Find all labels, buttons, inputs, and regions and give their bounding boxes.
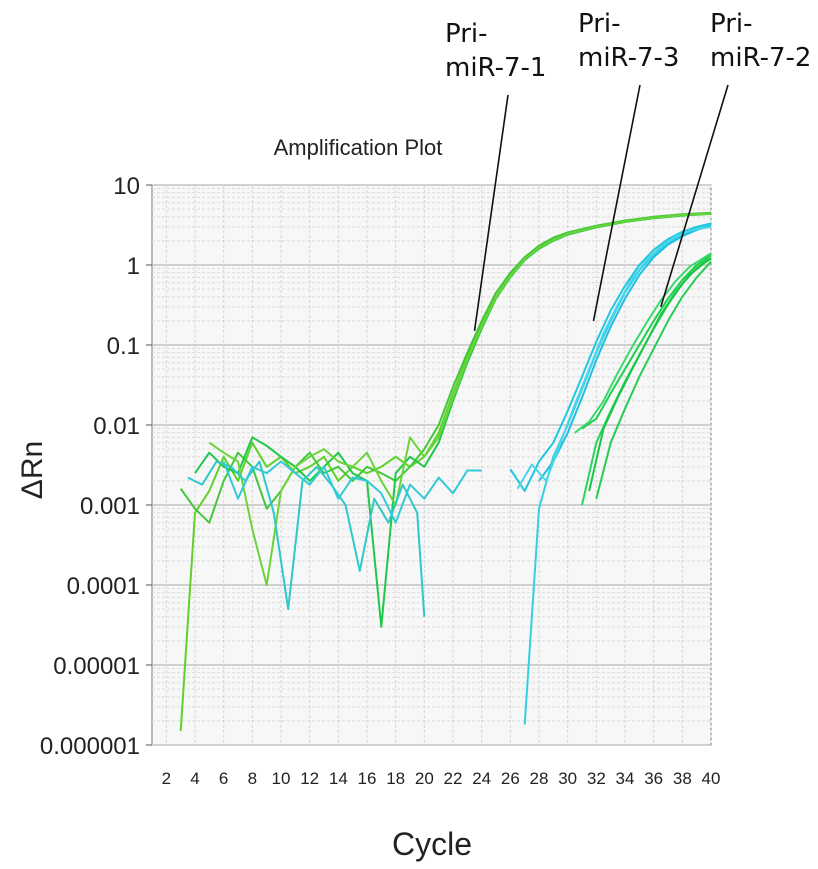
y-tick-label: 10	[113, 173, 140, 200]
series-line-10	[516, 225, 712, 490]
series-line-15	[595, 261, 712, 499]
series-group	[179, 211, 712, 731]
y-tick-label: 0.001	[80, 493, 140, 520]
series-line-14	[574, 252, 712, 434]
x-tick-label: 10	[272, 769, 291, 788]
x-tick-label: 8	[248, 769, 257, 788]
series-line-6	[222, 460, 482, 524]
y-tick-labels: 10 1 0.1 0.01 0.001 0.0001 0.00001 0.000001	[40, 173, 152, 760]
series-line-8	[523, 223, 712, 725]
x-tick-label: 38	[673, 769, 692, 788]
x-tick-label: 32	[587, 769, 606, 788]
x-tick-label: 36	[644, 769, 663, 788]
x-tick-label: 20	[415, 769, 434, 788]
x-tick-label: 12	[300, 769, 319, 788]
chart-title: Amplification Plot	[274, 135, 443, 160]
series-line-4	[208, 212, 712, 586]
annotation-pointer	[473, 94, 509, 332]
x-tick-label: 24	[472, 769, 491, 788]
y-tick-label: 0.00001	[53, 653, 140, 680]
y-tick-label: 1	[127, 253, 140, 280]
plot-area	[151, 184, 712, 746]
x-tick-label: 2	[162, 769, 171, 788]
series-line-2	[179, 211, 712, 524]
series-line-5	[187, 460, 426, 617]
series-line-11	[581, 253, 712, 430]
x-tick-label: 28	[530, 769, 549, 788]
x-tick-label: 18	[386, 769, 405, 788]
x-axis-label: Cycle	[392, 826, 472, 862]
annotation-label: Pri-	[710, 9, 753, 39]
annotation-pointer	[592, 84, 641, 322]
x-tick-labels: 2 4 6 8 10 12 14 16 18 20 22 24 26 28 30 32 34 36 38 40	[162, 769, 721, 788]
x-tick-label: 4	[190, 769, 199, 788]
x-tick-label: 14	[329, 769, 348, 788]
annotation-label: Pri-	[578, 9, 621, 39]
x-tick-label: 6	[219, 769, 228, 788]
y-tick-label: 0.0001	[67, 573, 140, 600]
annotation-label: miR-7-3	[578, 43, 679, 73]
annotation-label: miR-7-2	[710, 43, 811, 73]
y-axis-label: ΔRn	[16, 441, 49, 499]
x-tick-label: 34	[616, 769, 635, 788]
series-line-13	[588, 257, 712, 492]
annotations: Pri-miR-7-1 Pri-miR-7-3 Pri-miR-7-2	[445, 9, 811, 332]
annotation-pointer	[660, 84, 729, 308]
x-tick-label: 26	[501, 769, 520, 788]
y-tick-label: 0.000001	[40, 733, 140, 760]
annotation-label: miR-7-1	[445, 53, 546, 83]
x-tick-label: 40	[702, 769, 721, 788]
y-tick-label: 0.1	[107, 333, 140, 360]
annotation-label: Pri-	[445, 19, 488, 49]
series-line-7	[509, 222, 712, 492]
x-tick-label: 16	[358, 769, 377, 788]
y-tick-label: 0.01	[93, 413, 140, 440]
x-tick-label: 22	[444, 769, 463, 788]
x-tick-label: 30	[558, 769, 577, 788]
